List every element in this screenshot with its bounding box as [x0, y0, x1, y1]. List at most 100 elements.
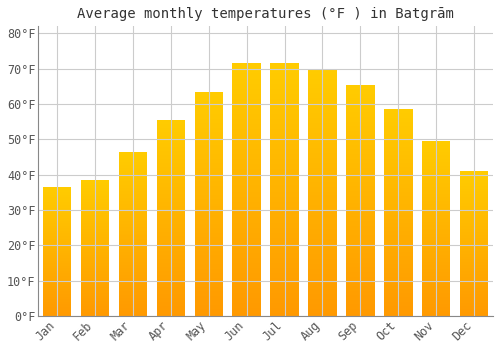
- Bar: [308, 314, 336, 316]
- Bar: [232, 152, 261, 154]
- Bar: [156, 165, 185, 167]
- Bar: [43, 312, 72, 313]
- Bar: [119, 300, 147, 301]
- Bar: [43, 220, 72, 222]
- Bar: [308, 173, 336, 175]
- Bar: [232, 111, 261, 114]
- Bar: [422, 300, 450, 302]
- Bar: [119, 199, 147, 201]
- Bar: [346, 214, 374, 216]
- Bar: [43, 290, 72, 292]
- Bar: [119, 280, 147, 281]
- Bar: [81, 212, 110, 214]
- Bar: [119, 275, 147, 276]
- Bar: [43, 257, 72, 258]
- Bar: [270, 124, 299, 126]
- Bar: [308, 153, 336, 155]
- Bar: [346, 196, 374, 198]
- Bar: [270, 63, 299, 66]
- Bar: [156, 171, 185, 173]
- Bar: [308, 190, 336, 192]
- Bar: [270, 207, 299, 210]
- Bar: [43, 254, 72, 256]
- Bar: [384, 256, 412, 258]
- Bar: [232, 157, 261, 159]
- Bar: [384, 169, 412, 171]
- Bar: [81, 302, 110, 304]
- Bar: [460, 228, 488, 229]
- Bar: [422, 157, 450, 159]
- Bar: [384, 283, 412, 285]
- Bar: [308, 261, 336, 264]
- Bar: [422, 279, 450, 281]
- Bar: [460, 193, 488, 194]
- Bar: [156, 314, 185, 316]
- Bar: [346, 223, 374, 226]
- Bar: [81, 245, 110, 247]
- Bar: [422, 216, 450, 218]
- Bar: [346, 279, 374, 281]
- Bar: [346, 85, 374, 87]
- Bar: [460, 299, 488, 300]
- Bar: [460, 232, 488, 233]
- Bar: [384, 285, 412, 287]
- Bar: [384, 310, 412, 312]
- Bar: [194, 100, 223, 103]
- Bar: [460, 203, 488, 204]
- Bar: [308, 187, 336, 190]
- Bar: [460, 212, 488, 213]
- Bar: [156, 263, 185, 265]
- Bar: [119, 153, 147, 155]
- Bar: [156, 140, 185, 141]
- Bar: [270, 159, 299, 162]
- Bar: [194, 256, 223, 258]
- Bar: [43, 313, 72, 315]
- Bar: [43, 215, 72, 217]
- Bar: [81, 215, 110, 217]
- Bar: [270, 114, 299, 117]
- Bar: [384, 289, 412, 291]
- Bar: [460, 175, 488, 177]
- Bar: [232, 306, 261, 308]
- Bar: [384, 182, 412, 184]
- Bar: [308, 180, 336, 182]
- Bar: [43, 285, 72, 286]
- Bar: [194, 208, 223, 211]
- Bar: [156, 249, 185, 251]
- Bar: [308, 89, 336, 91]
- Bar: [232, 96, 261, 99]
- Bar: [119, 188, 147, 189]
- Bar: [81, 297, 110, 298]
- Bar: [156, 190, 185, 192]
- Bar: [308, 242, 336, 244]
- Bar: [384, 248, 412, 250]
- Bar: [43, 273, 72, 275]
- Bar: [156, 132, 185, 134]
- Bar: [346, 307, 374, 309]
- Bar: [81, 214, 110, 215]
- Bar: [308, 247, 336, 249]
- Bar: [43, 250, 72, 252]
- Bar: [81, 232, 110, 233]
- Bar: [81, 310, 110, 312]
- Bar: [346, 212, 374, 214]
- Bar: [346, 263, 374, 265]
- Bar: [308, 185, 336, 187]
- Bar: [460, 184, 488, 186]
- Bar: [384, 116, 412, 118]
- Bar: [81, 290, 110, 292]
- Bar: [422, 171, 450, 173]
- Bar: [81, 248, 110, 249]
- Bar: [194, 199, 223, 202]
- Bar: [270, 154, 299, 157]
- Bar: [232, 273, 261, 275]
- Bar: [81, 243, 110, 244]
- Bar: [270, 197, 299, 200]
- Bar: [384, 186, 412, 188]
- Bar: [384, 303, 412, 306]
- Bar: [81, 180, 110, 181]
- Bar: [232, 121, 261, 124]
- Bar: [81, 256, 110, 258]
- Bar: [346, 145, 374, 147]
- Bar: [81, 260, 110, 261]
